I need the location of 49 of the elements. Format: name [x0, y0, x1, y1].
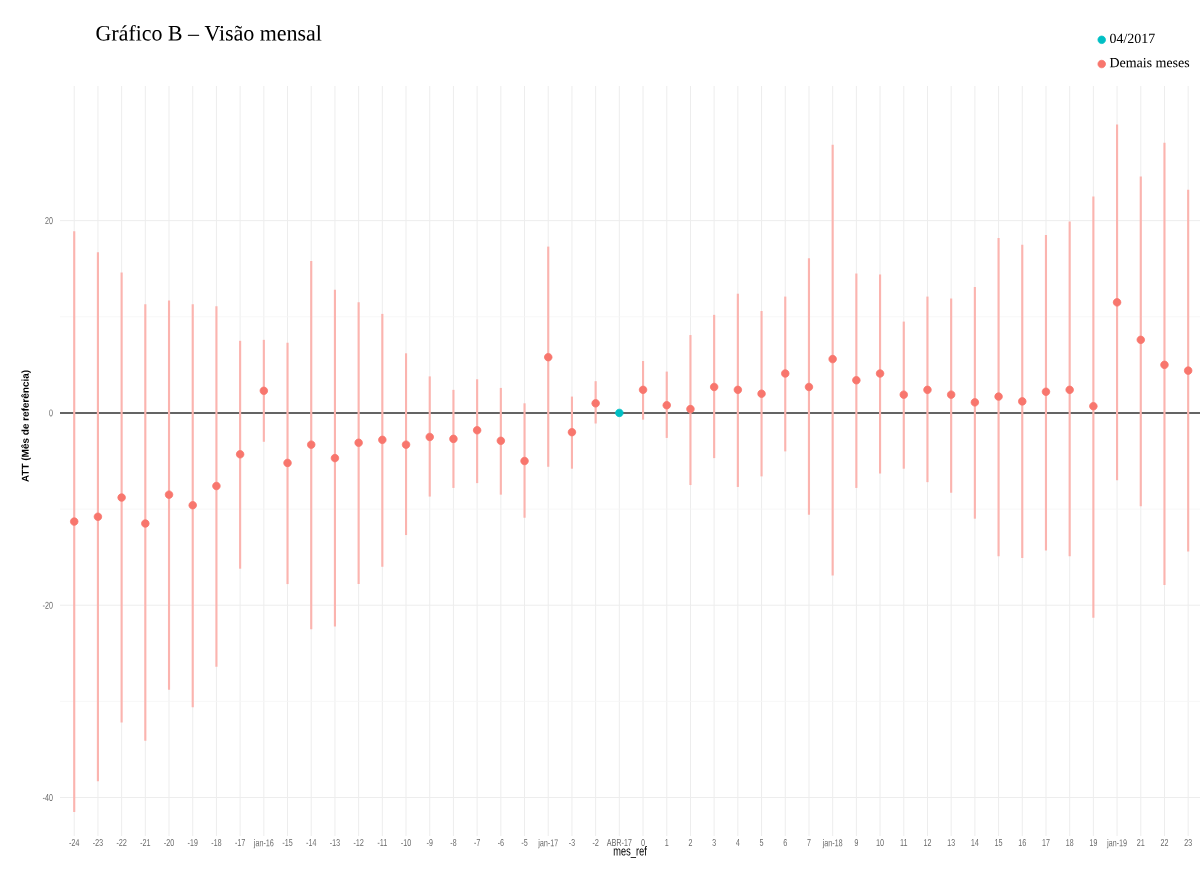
- point: [70, 517, 79, 526]
- point: [591, 399, 600, 408]
- point: [472, 426, 482, 435]
- point: [1136, 335, 1145, 345]
- point: [164, 490, 174, 499]
- point: [804, 382, 814, 392]
- point: [93, 512, 103, 521]
- point: [709, 382, 719, 392]
- point: [638, 385, 648, 395]
- point: [733, 385, 743, 395]
- point: [307, 440, 316, 449]
- point: [686, 404, 695, 414]
- chart-title: Gráfico B – Visão mensal: [96, 24, 322, 41]
- point: [1160, 360, 1169, 370]
- point: [354, 438, 363, 447]
- point: [188, 501, 197, 510]
- point: [946, 390, 956, 399]
- point: [141, 519, 150, 528]
- point: [1018, 397, 1027, 406]
- point: [259, 386, 269, 395]
- point: [615, 408, 624, 418]
- point: [923, 385, 932, 395]
- point: [378, 435, 387, 445]
- point: [425, 432, 434, 442]
- point: [544, 352, 553, 362]
- point: [994, 392, 1003, 401]
- point: [330, 453, 340, 463]
- point: [567, 427, 577, 437]
- point: [1089, 402, 1098, 411]
- point: [283, 458, 292, 468]
- point: [781, 369, 790, 378]
- point: [899, 390, 908, 399]
- point: [235, 450, 245, 459]
- point: [757, 389, 766, 398]
- point: [520, 456, 529, 466]
- point: [1041, 387, 1051, 396]
- point: [449, 434, 458, 444]
- point: [662, 401, 671, 410]
- point: [1112, 298, 1122, 307]
- point: [117, 493, 126, 502]
- point: [970, 398, 980, 407]
- point: [1183, 366, 1193, 375]
- point: [401, 440, 411, 449]
- point: [1065, 385, 1074, 395]
- point: [828, 354, 837, 364]
- point: [212, 481, 221, 491]
- point: [875, 369, 885, 378]
- point: [852, 376, 861, 385]
- point: [496, 436, 506, 445]
